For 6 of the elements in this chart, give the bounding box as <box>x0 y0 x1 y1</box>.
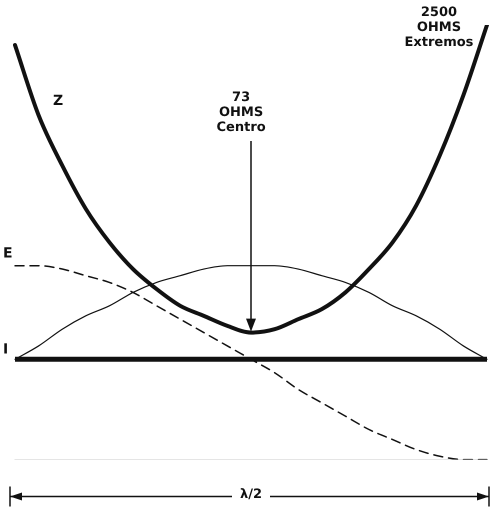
series-label: E <box>3 246 13 262</box>
annotation: 2500 OHMS Extremos <box>404 5 474 50</box>
annotation: 73 OHMS Centro <box>216 90 266 135</box>
series-label: Z <box>53 93 64 110</box>
series-label: I <box>3 341 8 358</box>
text: λ/2 <box>240 487 262 502</box>
